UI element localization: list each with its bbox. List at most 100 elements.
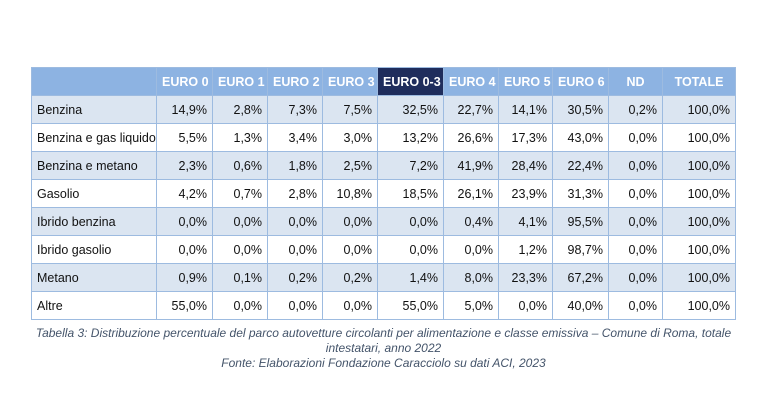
table-row: Benzina e metano 2,3% 0,6% 1,8% 2,5% 7,2% 41,9… [31, 151, 736, 180]
cell: 22,4% [552, 151, 609, 180]
table-row: Benzina 14,9% 2,8% 7,3% 7,5% 32,5% 22,7% 14,1% 3… [31, 95, 736, 124]
corner-cell [31, 67, 157, 96]
cell: 0,7% [212, 179, 268, 208]
cell: 22,7% [443, 95, 499, 124]
cell: 13,2% [377, 123, 444, 152]
cell: 1,3% [212, 123, 268, 152]
caption-line: intestatari, anno 2022 [325, 341, 442, 355]
cell: 2,8% [267, 179, 323, 208]
row-label: Benzina e gas liquido [31, 123, 157, 152]
cell: 14,9% [156, 95, 213, 124]
column-header: ND [608, 67, 663, 96]
cell: 1,8% [267, 151, 323, 180]
cell: 0,0% [267, 235, 323, 264]
column-header: EURO 4 [443, 67, 499, 96]
column-header: EURO 6 [552, 67, 609, 96]
table-row: Ibrido benzina 0,0% 0,0% 0,0% 0,0% 0,0% 0,4% 4,… [31, 207, 736, 236]
cell: 0,0% [212, 235, 268, 264]
cell: 100,0% [662, 263, 736, 292]
column-header: EURO 3 [322, 67, 378, 96]
cell: 100,0% [662, 95, 736, 124]
column-header: EURO 5 [498, 67, 553, 96]
cell: 14,1% [498, 95, 553, 124]
cell: 43,0% [552, 123, 609, 152]
row-label: Benzina [31, 95, 157, 124]
cell: 0,0% [267, 291, 323, 320]
cell: 98,7% [552, 235, 609, 264]
cell: 0,0% [322, 291, 378, 320]
table-body: Benzina 14,9% 2,8% 7,3% 7,5% 32,5% 22,7% 14,1% 3… [31, 95, 736, 320]
cell: 0,6% [212, 151, 268, 180]
column-header: TOTALE [662, 67, 736, 96]
cell: 0,9% [156, 263, 213, 292]
cell: 0,2% [322, 263, 378, 292]
table-row: Metano 0,9% 0,1% 0,2% 0,2% 1,4% 8,0% 23,3% 67,2%… [31, 263, 736, 292]
cell: 17,3% [498, 123, 553, 152]
cell: 55,0% [156, 291, 213, 320]
cell: 67,2% [552, 263, 609, 292]
cell: 0,2% [267, 263, 323, 292]
cell: 7,5% [322, 95, 378, 124]
cell: 3,0% [322, 123, 378, 152]
cell: 3,4% [267, 123, 323, 152]
cell: 0,0% [608, 263, 663, 292]
table-row: Benzina e gas liquido 5,5% 1,3% 3,4% 3,0% 13,… [31, 123, 736, 152]
cell: 0,0% [267, 207, 323, 236]
row-label: Ibrido gasolio [31, 235, 157, 264]
row-label: Ibrido benzina [31, 207, 157, 236]
row-label: Gasolio [31, 179, 157, 208]
cell: 18,5% [377, 179, 444, 208]
cell: 26,6% [443, 123, 499, 152]
cell: 100,0% [662, 179, 736, 208]
cell: 55,0% [377, 291, 444, 320]
cell: 0,0% [156, 235, 213, 264]
row-label: Altre [31, 291, 157, 320]
cell: 28,4% [498, 151, 553, 180]
cell: 0,0% [608, 207, 663, 236]
cell: 2,8% [212, 95, 268, 124]
cell: 100,0% [662, 235, 736, 264]
table-row: Ibrido gasolio 0,0% 0,0% 0,0% 0,0% 0,0% 0,0% 1,… [31, 235, 736, 264]
cell: 0,0% [443, 235, 499, 264]
cell: 23,9% [498, 179, 553, 208]
cell: 0,0% [608, 179, 663, 208]
cell: 0,4% [443, 207, 499, 236]
cell: 2,3% [156, 151, 213, 180]
cell: 0,0% [322, 235, 378, 264]
column-header: EURO 1 [212, 67, 268, 96]
cell: 31,3% [552, 179, 609, 208]
cell: 40,0% [552, 291, 609, 320]
source: Fonte: Elaborazioni Fondazione Caracciol… [221, 356, 546, 370]
cell: 0,0% [322, 207, 378, 236]
cell: 0,1% [212, 263, 268, 292]
cell: 2,5% [322, 151, 378, 180]
cell: 100,0% [662, 291, 736, 320]
cell: 4,1% [498, 207, 553, 236]
cell: 0,2% [608, 95, 663, 124]
cell: 1,2% [498, 235, 553, 264]
cell: 100,0% [662, 207, 736, 236]
table-row: Altre 55,0% 0,0% 0,0% 0,0% 55,0% 5,0% 0,0% 40,0%… [31, 291, 736, 320]
cell: 0,0% [212, 291, 268, 320]
cell: 32,5% [377, 95, 444, 124]
cell: 0,0% [156, 207, 213, 236]
cell: 0,0% [377, 235, 444, 264]
header-row: EURO 0 EURO 1 EURO 2 EURO 3 EURO 0-3 EURO 4 EU… [31, 67, 736, 96]
cell: 7,3% [267, 95, 323, 124]
cell: 95,5% [552, 207, 609, 236]
cell: 100,0% [662, 123, 736, 152]
cell: 4,2% [156, 179, 213, 208]
cell: 10,8% [322, 179, 378, 208]
cell: 23,3% [498, 263, 553, 292]
cell: 1,4% [377, 263, 444, 292]
row-label: Benzina e metano [31, 151, 157, 180]
cell: 8,0% [443, 263, 499, 292]
table-row: Gasolio 4,2% 0,7% 2,8% 10,8% 18,5% 26,1% 23,9% 3… [31, 179, 736, 208]
column-header: EURO 2 [267, 67, 323, 96]
cell: 5,5% [156, 123, 213, 152]
cell: 26,1% [443, 179, 499, 208]
cell: 0,0% [498, 291, 553, 320]
row-label: Metano [31, 263, 157, 292]
cell: 7,2% [377, 151, 444, 180]
